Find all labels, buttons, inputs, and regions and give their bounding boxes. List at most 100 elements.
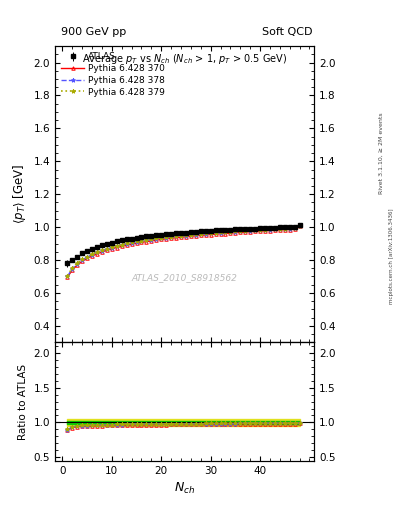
Pythia 6.428 379 bbox=[283, 225, 287, 231]
Pythia 6.428 379 bbox=[243, 228, 248, 234]
Pythia 6.428 379 bbox=[169, 233, 173, 240]
Pythia 6.428 370 bbox=[189, 233, 193, 240]
Pythia 6.428 370 bbox=[198, 232, 203, 239]
Pythia 6.428 378 bbox=[287, 225, 292, 231]
Pythia 6.428 378 bbox=[243, 228, 248, 234]
Pythia 6.428 378 bbox=[85, 254, 90, 260]
Pythia 6.428 370 bbox=[129, 241, 134, 247]
Pythia 6.428 370 bbox=[179, 234, 184, 241]
Pythia 6.428 378 bbox=[268, 226, 272, 232]
Pythia 6.428 378 bbox=[208, 230, 213, 237]
Pythia 6.428 379 bbox=[253, 227, 257, 233]
Pythia 6.428 379 bbox=[75, 260, 80, 266]
Pythia 6.428 379 bbox=[65, 272, 70, 279]
Pythia 6.428 378 bbox=[233, 229, 238, 235]
Text: mcplots.cern.ch [arXiv:1306.3436]: mcplots.cern.ch [arXiv:1306.3436] bbox=[389, 208, 393, 304]
Pythia 6.428 379 bbox=[99, 247, 104, 253]
Pythia 6.428 370 bbox=[134, 240, 139, 246]
Pythia 6.428 370 bbox=[272, 227, 277, 233]
Pythia 6.428 378 bbox=[174, 233, 178, 240]
Pythia 6.428 370 bbox=[184, 234, 188, 240]
Pythia 6.428 378 bbox=[283, 226, 287, 232]
Pythia 6.428 370 bbox=[65, 274, 70, 281]
Pythia 6.428 378 bbox=[129, 240, 134, 246]
Pythia 6.428 370 bbox=[203, 232, 208, 238]
Line: Pythia 6.428 370: Pythia 6.428 370 bbox=[66, 225, 301, 279]
Pythia 6.428 370 bbox=[263, 228, 267, 234]
Pythia 6.428 370 bbox=[124, 242, 129, 248]
Pythia 6.428 379 bbox=[90, 251, 94, 257]
Pythia 6.428 370 bbox=[144, 239, 149, 245]
Pythia 6.428 379 bbox=[263, 226, 267, 232]
Pythia 6.428 378 bbox=[75, 261, 80, 267]
Pythia 6.428 379 bbox=[119, 242, 124, 248]
Pythia 6.428 370 bbox=[208, 231, 213, 238]
Pythia 6.428 370 bbox=[85, 255, 90, 262]
Pythia 6.428 378 bbox=[149, 237, 154, 243]
Pythia 6.428 378 bbox=[297, 223, 302, 229]
Pythia 6.428 379 bbox=[105, 245, 109, 251]
Pythia 6.428 378 bbox=[263, 227, 267, 233]
Pythia 6.428 379 bbox=[80, 257, 84, 263]
Pythia 6.428 379 bbox=[238, 228, 242, 234]
Pythia 6.428 378 bbox=[184, 232, 188, 239]
Pythia 6.428 379 bbox=[233, 228, 238, 234]
Pythia 6.428 370 bbox=[119, 243, 124, 249]
Pythia 6.428 378 bbox=[80, 257, 84, 263]
Pythia 6.428 370 bbox=[90, 253, 94, 259]
Pythia 6.428 379 bbox=[203, 230, 208, 237]
Pythia 6.428 370 bbox=[238, 229, 242, 236]
Pythia 6.428 370 bbox=[149, 238, 154, 244]
Pythia 6.428 370 bbox=[174, 234, 178, 241]
Pythia 6.428 378 bbox=[258, 227, 263, 233]
Text: Soft QCD: Soft QCD bbox=[262, 27, 312, 37]
Pythia 6.428 378 bbox=[164, 234, 169, 241]
Pythia 6.428 379 bbox=[164, 234, 169, 240]
Pythia 6.428 379 bbox=[129, 239, 134, 245]
Pythia 6.428 370 bbox=[283, 227, 287, 233]
Pythia 6.428 378 bbox=[159, 235, 163, 241]
Pythia 6.428 379 bbox=[159, 234, 163, 241]
Pythia 6.428 370 bbox=[233, 229, 238, 236]
Pythia 6.428 370 bbox=[95, 251, 99, 257]
Pythia 6.428 378 bbox=[110, 244, 114, 250]
Pythia 6.428 379 bbox=[124, 240, 129, 246]
Pythia 6.428 370 bbox=[287, 226, 292, 232]
Pythia 6.428 379 bbox=[272, 226, 277, 232]
X-axis label: $N_{ch}$: $N_{ch}$ bbox=[174, 481, 195, 496]
Text: Average $p_T$ vs $N_{ch}$ ($N_{ch}$ > 1, $p_T$ > 0.5 GeV): Average $p_T$ vs $N_{ch}$ ($N_{ch}$ > 1,… bbox=[82, 52, 287, 66]
Pythia 6.428 378 bbox=[189, 232, 193, 238]
Pythia 6.428 370 bbox=[268, 227, 272, 233]
Pythia 6.428 378 bbox=[272, 226, 277, 232]
Y-axis label: $\langle p_T \rangle$ [GeV]: $\langle p_T \rangle$ [GeV] bbox=[11, 164, 28, 224]
Pythia 6.428 370 bbox=[139, 239, 144, 245]
Pythia 6.428 378 bbox=[179, 233, 184, 239]
Text: ATLAS_2010_S8918562: ATLAS_2010_S8918562 bbox=[132, 272, 238, 282]
Pythia 6.428 378 bbox=[248, 228, 253, 234]
Pythia 6.428 379 bbox=[248, 227, 253, 233]
Pythia 6.428 379 bbox=[292, 225, 297, 231]
Pythia 6.428 370 bbox=[154, 237, 159, 243]
Pythia 6.428 378 bbox=[228, 229, 233, 235]
Pythia 6.428 370 bbox=[193, 233, 198, 239]
Pythia 6.428 378 bbox=[124, 241, 129, 247]
Pythia 6.428 370 bbox=[164, 236, 169, 242]
Pythia 6.428 378 bbox=[223, 229, 228, 236]
Pythia 6.428 379 bbox=[198, 231, 203, 237]
Pythia 6.428 378 bbox=[70, 266, 75, 272]
Line: Pythia 6.428 378: Pythia 6.428 378 bbox=[65, 224, 302, 279]
Pythia 6.428 378 bbox=[139, 238, 144, 244]
Pythia 6.428 379 bbox=[287, 225, 292, 231]
Legend: ATLAS, Pythia 6.428 370, Pythia 6.428 378, Pythia 6.428 379: ATLAS, Pythia 6.428 370, Pythia 6.428 37… bbox=[59, 51, 166, 98]
Pythia 6.428 379 bbox=[189, 231, 193, 238]
Pythia 6.428 370 bbox=[277, 227, 282, 233]
Text: Rivet 3.1.10, ≥ 2M events: Rivet 3.1.10, ≥ 2M events bbox=[379, 113, 384, 195]
Text: 900 GeV pp: 900 GeV pp bbox=[61, 27, 126, 37]
Pythia 6.428 378 bbox=[193, 231, 198, 238]
Y-axis label: Ratio to ATLAS: Ratio to ATLAS bbox=[18, 364, 28, 440]
Pythia 6.428 379 bbox=[218, 229, 223, 236]
Pythia 6.428 370 bbox=[253, 228, 257, 234]
Pythia 6.428 379 bbox=[228, 229, 233, 235]
Pythia 6.428 370 bbox=[297, 223, 302, 229]
Pythia 6.428 378 bbox=[154, 236, 159, 242]
